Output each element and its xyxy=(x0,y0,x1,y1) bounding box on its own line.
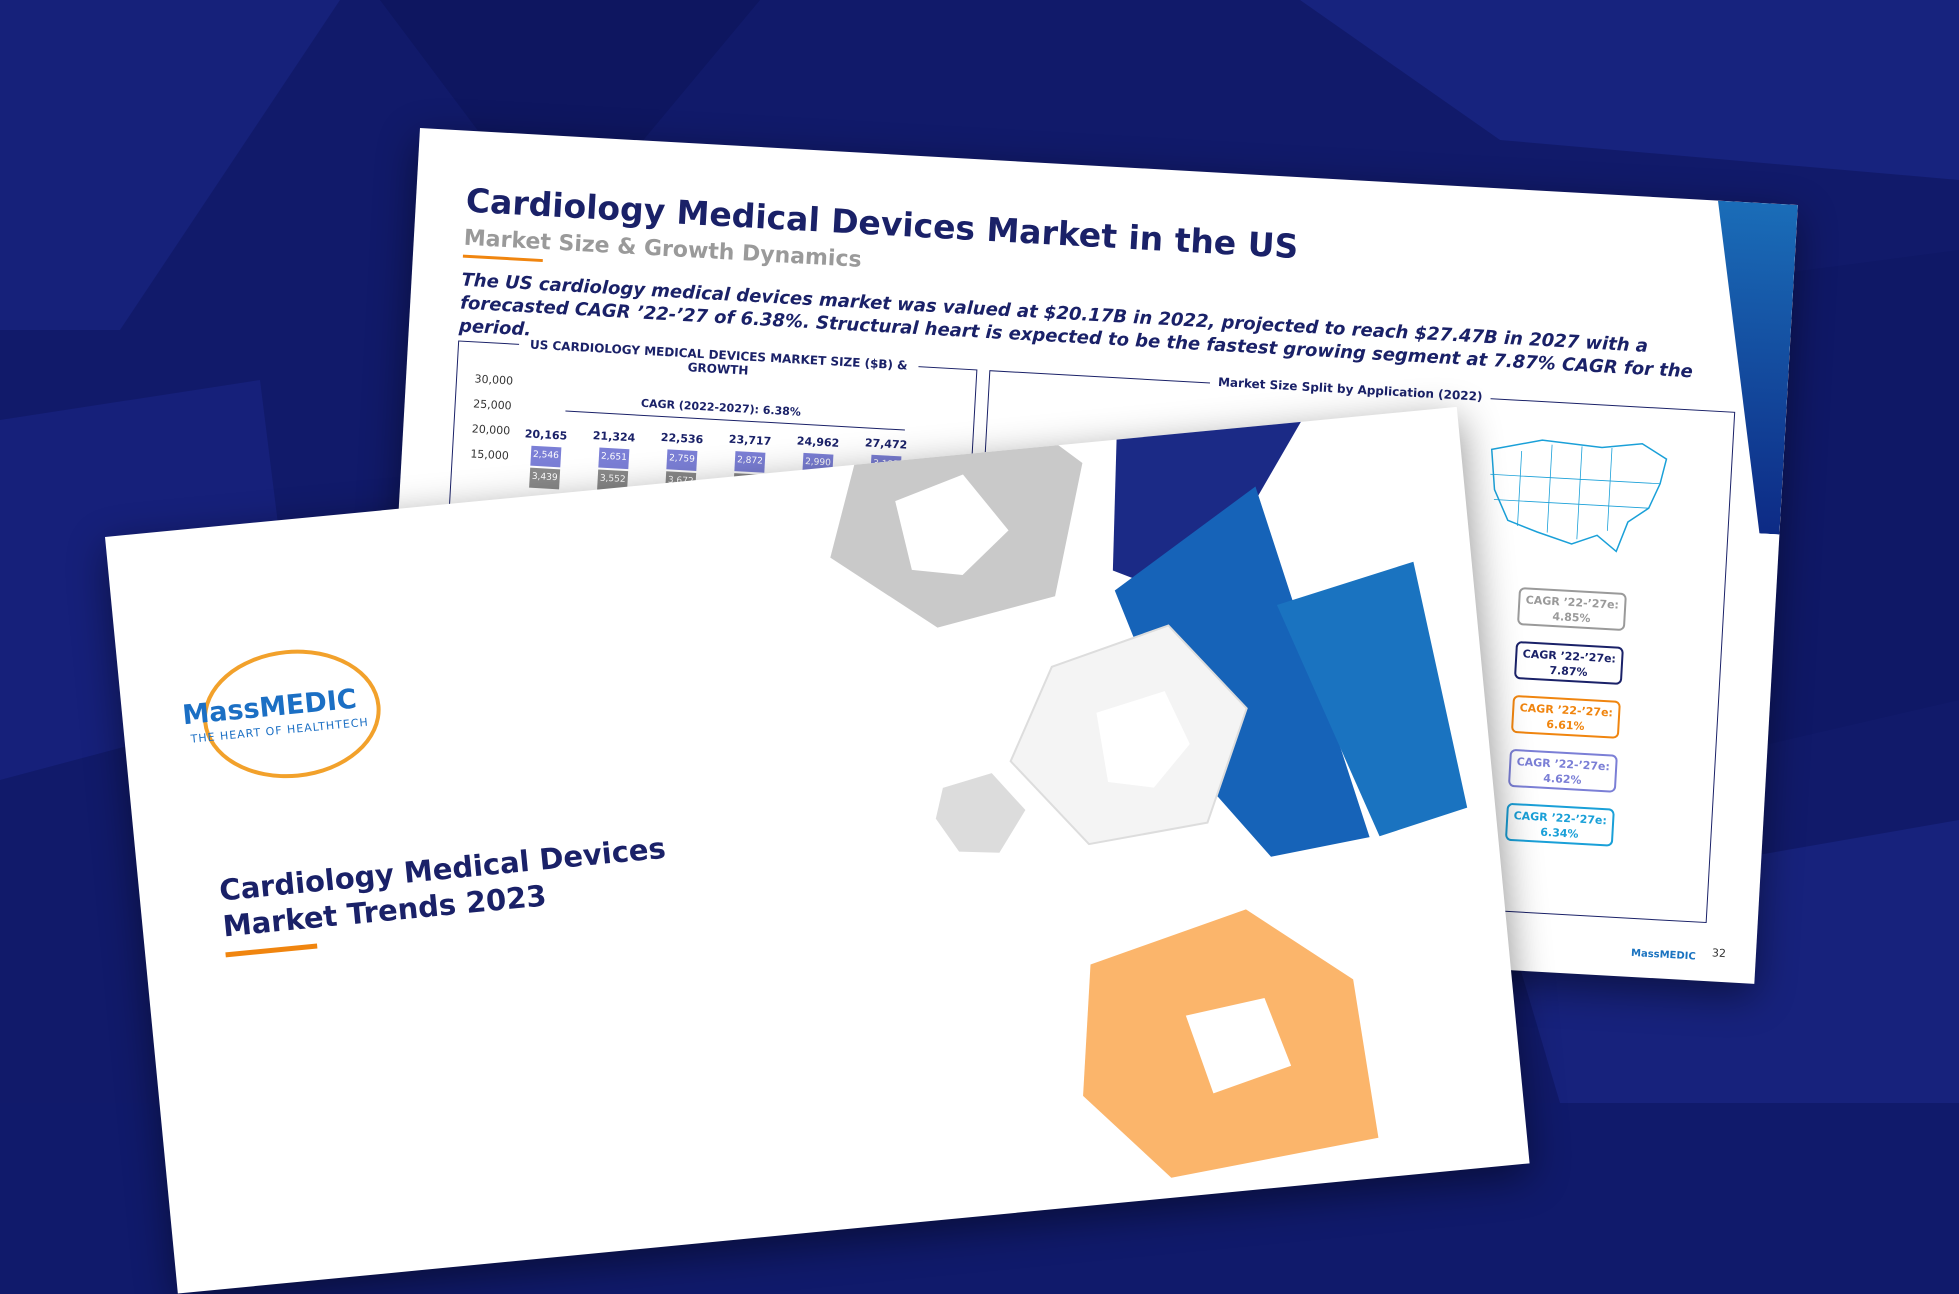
cagr-badge: CAGR ’22-’27e: 4.85% xyxy=(1516,587,1627,632)
bar-segment: 2,759 xyxy=(666,449,698,471)
bar-total-label: 24,962 xyxy=(796,434,840,450)
y-tick-label: 20,000 xyxy=(471,422,511,438)
y-tick-label: 15,000 xyxy=(470,447,510,463)
cover-slide: MassMEDIC THE HEART OF HEALTHTECH Cardio… xyxy=(105,406,1530,1294)
bar-total-label: 20,165 xyxy=(524,427,568,443)
footer-logo: MassMEDIC xyxy=(1630,947,1697,963)
bar-total-label: 27,472 xyxy=(864,436,908,452)
bar-total-label: 23,717 xyxy=(728,432,772,449)
us-map-icon xyxy=(1490,439,1668,553)
y-tick-label: 30,000 xyxy=(474,372,514,388)
bar-segment: 3,439 xyxy=(529,467,561,490)
cagr-badge: CAGR ’22-’27e: 7.87% xyxy=(1513,640,1624,685)
market-size-slide: Cardiology Medical Devices Market in the… xyxy=(376,128,1798,984)
cagr-badge: CAGR ’22-’27e: 6.61% xyxy=(1510,694,1621,739)
cagr-badge: CAGR ’22-’27e: 4.62% xyxy=(1507,748,1618,793)
cagr-badge: CAGR ’22-’27e: 6.34% xyxy=(1504,802,1615,847)
page-number: 32 xyxy=(1711,946,1727,961)
bar-total-label: 21,324 xyxy=(592,429,636,445)
bar-segment: 2,872 xyxy=(734,451,766,473)
bar-segment: 2,651 xyxy=(598,447,630,470)
bar-segment: 2,546 xyxy=(530,445,562,468)
application-split-panel: Market Size Split by Application (2022) … xyxy=(960,370,1736,924)
subtitle-underline xyxy=(462,254,543,263)
cover-graphic-shapes xyxy=(830,406,1468,1178)
y-tick-label: 25,000 xyxy=(472,397,512,413)
bar-total-label: 22,536 xyxy=(660,430,704,447)
